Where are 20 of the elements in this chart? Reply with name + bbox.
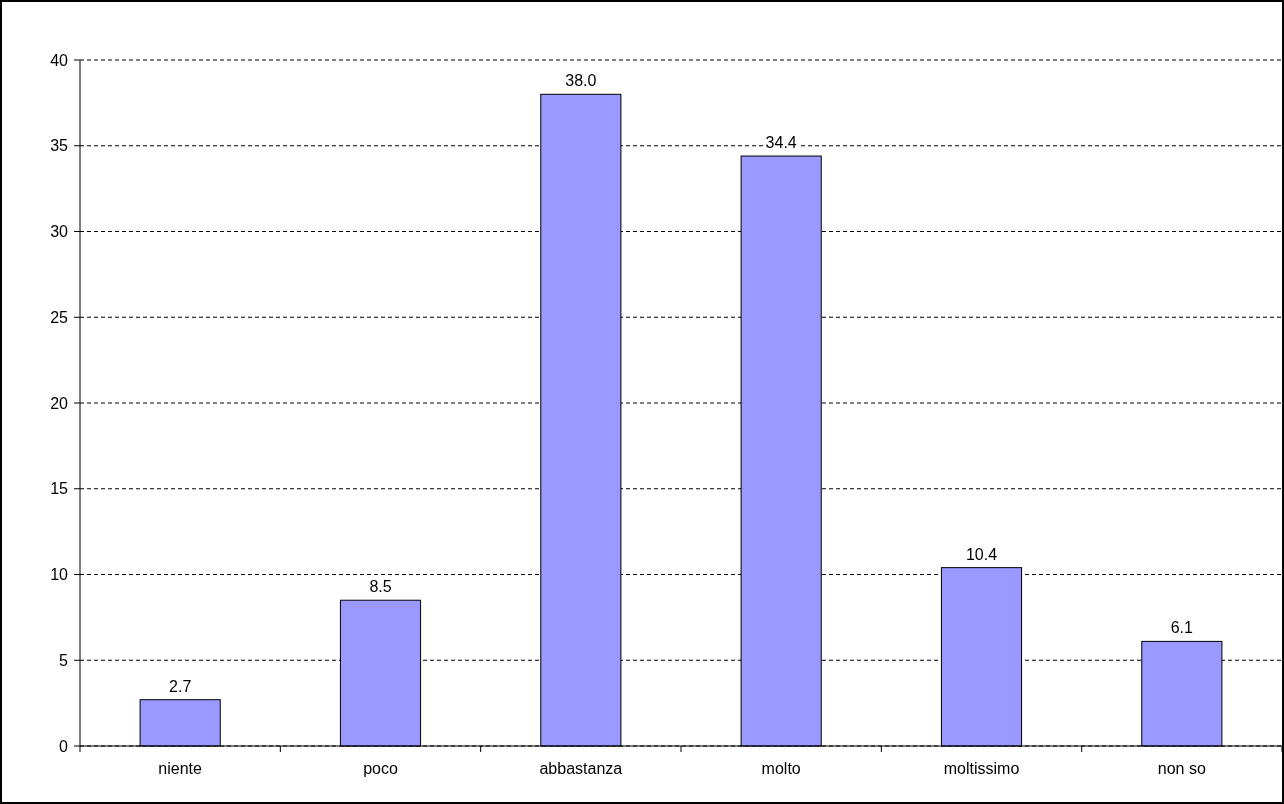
x-tick-label: moltissimo [943, 760, 1020, 777]
y-tick-label: 20 [50, 394, 69, 412]
y-tick-label: 0 [59, 737, 69, 755]
y-tick-label: 5 [59, 651, 69, 669]
y-tick-label: 40 [50, 51, 69, 69]
y-tick-label: 15 [50, 480, 69, 498]
y-tick-label: 25 [50, 308, 69, 326]
x-tick-label: niente [158, 760, 203, 777]
x-tick-label: poco [363, 760, 398, 777]
x-tick-label: molto [761, 760, 801, 777]
data-label: 8.5 [369, 578, 392, 596]
y-tick-label: 10 [50, 566, 69, 584]
y-tick-label: 30 [50, 223, 69, 241]
data-label: 38.0 [565, 72, 597, 90]
data-label: 2.7 [169, 677, 192, 695]
x-tick-label: non so [1157, 760, 1206, 777]
data-label: 6.1 [1170, 619, 1194, 637]
data-label: 10.4 [965, 545, 998, 563]
x-tick-label: abbastanza [539, 760, 623, 777]
y-tick-label: 35 [50, 137, 69, 155]
